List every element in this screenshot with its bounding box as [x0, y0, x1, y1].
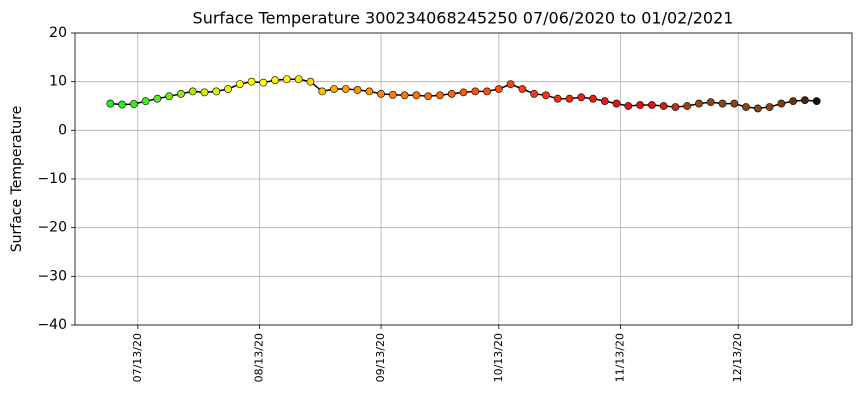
x-tick-label: 08/13/20	[252, 333, 265, 382]
y-tick-label: −40	[37, 317, 67, 333]
data-point	[647, 101, 656, 109]
data-point	[200, 88, 209, 97]
data-point	[789, 97, 798, 106]
plot-frame	[74, 32, 853, 326]
data-point	[589, 94, 597, 103]
marks-layer	[106, 75, 821, 113]
data-point	[353, 86, 362, 94]
x-tick-label: 12/13/20	[731, 333, 744, 382]
grid-layer	[71, 32, 852, 329]
data-point	[388, 90, 397, 99]
data-point	[306, 77, 315, 86]
data-point	[506, 80, 515, 88]
data-point	[294, 75, 303, 84]
data-point	[271, 76, 280, 85]
data-point	[247, 77, 256, 86]
y-tick-label: 20	[49, 25, 67, 41]
data-point	[400, 91, 409, 100]
data-point	[377, 89, 385, 98]
data-point	[706, 98, 715, 107]
data-point	[812, 97, 821, 106]
data-point	[612, 99, 621, 108]
data-point	[600, 97, 609, 106]
data-point	[659, 102, 668, 110]
data-point	[624, 102, 633, 110]
data-point	[718, 99, 727, 108]
data-point	[695, 99, 703, 108]
data-point	[530, 89, 539, 98]
data-point	[765, 103, 774, 111]
data-point	[424, 92, 433, 101]
data-point	[801, 96, 809, 105]
data-point	[553, 94, 562, 103]
data-point	[330, 85, 338, 93]
data-point	[447, 89, 456, 98]
x-tick-label: 11/13/20	[613, 333, 626, 382]
data-point	[742, 103, 750, 111]
x-tick-label: 10/13/20	[492, 333, 505, 382]
data-point	[483, 87, 491, 96]
data-point	[106, 99, 115, 108]
y-tick-label: −10	[37, 171, 67, 187]
y-axis-label: Surface Temperature	[9, 106, 25, 252]
y-tick-label: −30	[37, 268, 67, 284]
chart-title: Surface Temperature 300234068245250 07/0…	[193, 9, 734, 28]
data-point	[577, 93, 586, 102]
data-point	[518, 85, 527, 93]
x-tick-label: 07/13/20	[131, 333, 144, 382]
data-point	[188, 87, 197, 96]
data-point	[165, 92, 174, 101]
data-point	[259, 78, 268, 87]
y-tick-label: 10	[49, 74, 67, 90]
data-point	[459, 88, 468, 97]
data-point	[283, 75, 291, 84]
data-point	[671, 103, 680, 111]
data-point	[341, 85, 350, 93]
y-tick-label: −20	[37, 220, 67, 236]
labels-layer: −40 −30 −20 −10 0 10 20 07/13/20 08/13/20 09/13/2…	[37, 25, 744, 382]
data-point	[494, 85, 503, 93]
data-point	[412, 91, 421, 100]
data-point	[636, 101, 644, 109]
data-point	[565, 94, 574, 103]
data-point	[129, 100, 138, 108]
data-point	[141, 97, 150, 106]
data-point	[730, 99, 739, 108]
data-point	[542, 91, 550, 100]
data-point	[212, 87, 221, 96]
data-point	[118, 100, 126, 109]
y-tick-label: 0	[58, 122, 67, 138]
data-point	[177, 89, 185, 98]
data-point	[436, 91, 444, 100]
x-tick-label: 09/13/20	[374, 333, 387, 382]
data-point	[235, 80, 244, 88]
data-point	[683, 102, 692, 110]
data-point	[777, 99, 786, 108]
data-point	[753, 104, 762, 113]
data-point	[471, 87, 480, 96]
data-point	[224, 85, 232, 93]
data-point	[365, 87, 374, 96]
data-point	[318, 87, 327, 96]
data-point	[153, 94, 162, 103]
